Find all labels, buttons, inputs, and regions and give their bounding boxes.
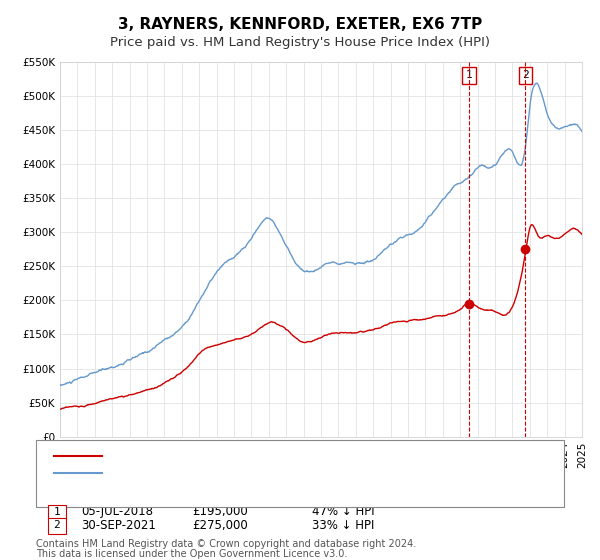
Text: This data is licensed under the Open Government Licence v3.0.: This data is licensed under the Open Gov… bbox=[36, 549, 347, 559]
Text: 33% ↓ HPI: 33% ↓ HPI bbox=[312, 519, 374, 532]
Text: £275,000: £275,000 bbox=[192, 519, 248, 532]
Text: 1: 1 bbox=[466, 70, 472, 80]
Text: 3, RAYNERS, KENNFORD, EXETER, EX6 7TP: 3, RAYNERS, KENNFORD, EXETER, EX6 7TP bbox=[118, 17, 482, 32]
Text: 3, RAYNERS, KENNFORD, EXETER, EX6 7TP (detached house): 3, RAYNERS, KENNFORD, EXETER, EX6 7TP (d… bbox=[108, 450, 466, 463]
Text: £195,000: £195,000 bbox=[192, 505, 248, 519]
Text: HPI: Average price, detached house, Teignbridge: HPI: Average price, detached house, Teig… bbox=[108, 466, 395, 480]
Text: 2: 2 bbox=[53, 520, 61, 530]
Text: 05-JUL-2018: 05-JUL-2018 bbox=[81, 505, 153, 519]
Text: Price paid vs. HM Land Registry's House Price Index (HPI): Price paid vs. HM Land Registry's House … bbox=[110, 36, 490, 49]
Text: 1: 1 bbox=[53, 507, 61, 517]
Text: Contains HM Land Registry data © Crown copyright and database right 2024.: Contains HM Land Registry data © Crown c… bbox=[36, 539, 416, 549]
Text: 2: 2 bbox=[522, 70, 529, 80]
Text: 30-SEP-2021: 30-SEP-2021 bbox=[81, 519, 156, 532]
Text: 47% ↓ HPI: 47% ↓ HPI bbox=[312, 505, 374, 519]
